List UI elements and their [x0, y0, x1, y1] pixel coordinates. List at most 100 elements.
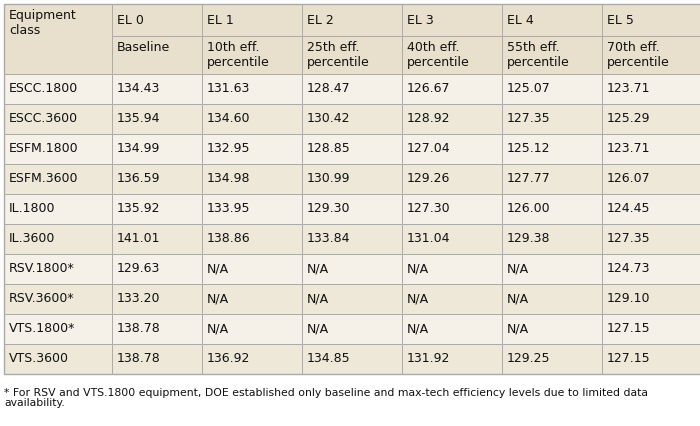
Bar: [302, 104, 402, 134]
Text: 127.15: 127.15: [607, 322, 650, 336]
Bar: [4, 104, 112, 134]
Text: N/A: N/A: [207, 293, 229, 305]
Text: 126.67: 126.67: [407, 83, 451, 95]
Bar: [402, 36, 502, 74]
Bar: [502, 314, 602, 344]
Text: 128.47: 128.47: [307, 83, 351, 95]
Text: 129.63: 129.63: [117, 262, 160, 276]
Bar: [202, 36, 302, 74]
Text: 55th eff.
percentile: 55th eff. percentile: [507, 41, 570, 69]
Bar: [402, 164, 502, 194]
Bar: [112, 224, 202, 254]
Bar: [4, 314, 112, 344]
Text: VTS.1800*: VTS.1800*: [9, 322, 76, 336]
Bar: [202, 254, 302, 284]
Bar: [602, 4, 700, 36]
Text: 40th eff.
percentile: 40th eff. percentile: [407, 41, 470, 69]
Bar: [4, 74, 112, 104]
Text: EL 5: EL 5: [607, 14, 634, 26]
Text: EL 1: EL 1: [207, 14, 234, 26]
Text: 130.99: 130.99: [307, 173, 351, 185]
Bar: [4, 344, 112, 374]
Bar: [4, 284, 112, 314]
Bar: [402, 344, 502, 374]
Text: 136.92: 136.92: [207, 352, 251, 366]
Bar: [302, 314, 402, 344]
Text: N/A: N/A: [407, 322, 429, 336]
Text: N/A: N/A: [307, 293, 329, 305]
Text: 129.38: 129.38: [507, 233, 550, 245]
Bar: [302, 314, 402, 344]
Bar: [402, 134, 502, 164]
Bar: [502, 4, 602, 36]
Bar: [402, 314, 502, 344]
Text: EL 4: EL 4: [507, 14, 533, 26]
Bar: [302, 4, 402, 36]
Bar: [502, 134, 602, 164]
Bar: [502, 344, 602, 374]
Text: 138.78: 138.78: [117, 352, 161, 366]
Bar: [502, 194, 602, 224]
Bar: [502, 254, 602, 284]
Bar: [112, 254, 202, 284]
Bar: [602, 36, 700, 74]
Bar: [202, 104, 302, 134]
Text: * For RSV and VTS.1800 equipment, DOE established only baseline and max-tech eff: * For RSV and VTS.1800 equipment, DOE es…: [4, 388, 648, 398]
Bar: [4, 164, 112, 194]
Text: EL 0: EL 0: [117, 14, 144, 26]
Bar: [502, 164, 602, 194]
Text: 128.85: 128.85: [307, 143, 351, 155]
Bar: [302, 224, 402, 254]
Text: 138.86: 138.86: [207, 233, 251, 245]
Bar: [402, 254, 502, 284]
Text: 128.92: 128.92: [407, 112, 451, 126]
Bar: [112, 314, 202, 344]
Bar: [502, 134, 602, 164]
Bar: [4, 194, 112, 224]
Bar: [302, 344, 402, 374]
Text: 129.30: 129.30: [307, 202, 351, 216]
Bar: [302, 74, 402, 104]
Bar: [602, 194, 700, 224]
Bar: [112, 4, 202, 36]
Bar: [112, 36, 202, 74]
Text: N/A: N/A: [307, 262, 329, 276]
Bar: [202, 194, 302, 224]
Text: 124.45: 124.45: [607, 202, 650, 216]
Text: 127.30: 127.30: [407, 202, 451, 216]
Text: Equipment
class: Equipment class: [9, 9, 77, 37]
Bar: [402, 74, 502, 104]
Bar: [502, 164, 602, 194]
Text: N/A: N/A: [307, 322, 329, 336]
Bar: [202, 74, 302, 104]
Bar: [602, 36, 700, 74]
Bar: [202, 344, 302, 374]
Bar: [4, 164, 112, 194]
Bar: [112, 36, 202, 74]
Bar: [302, 4, 402, 36]
Text: 135.92: 135.92: [117, 202, 160, 216]
Bar: [302, 74, 402, 104]
Text: 129.25: 129.25: [507, 352, 550, 366]
Text: 131.04: 131.04: [407, 233, 451, 245]
Bar: [502, 314, 602, 344]
Bar: [4, 74, 112, 104]
Text: N/A: N/A: [207, 262, 229, 276]
Bar: [202, 164, 302, 194]
Bar: [302, 104, 402, 134]
Bar: [402, 4, 502, 36]
Bar: [202, 284, 302, 314]
Bar: [402, 36, 502, 74]
Bar: [4, 224, 112, 254]
Bar: [602, 134, 700, 164]
Bar: [302, 194, 402, 224]
Bar: [602, 284, 700, 314]
Bar: [402, 194, 502, 224]
Bar: [602, 134, 700, 164]
Bar: [302, 194, 402, 224]
Text: 126.00: 126.00: [507, 202, 551, 216]
Text: 126.07: 126.07: [607, 173, 650, 185]
Bar: [302, 134, 402, 164]
Bar: [112, 194, 202, 224]
Bar: [4, 4, 112, 74]
